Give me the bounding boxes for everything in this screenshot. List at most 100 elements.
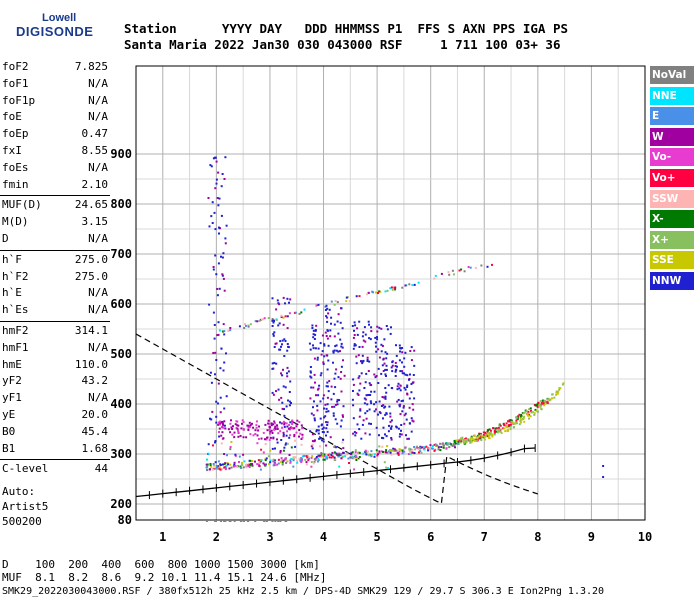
trace-point	[266, 429, 269, 432]
trace-point	[314, 329, 317, 331]
trace-point	[242, 466, 245, 469]
trace-point	[385, 435, 388, 438]
param-separator	[0, 321, 110, 322]
trace-point	[376, 454, 379, 457]
trace-point	[209, 164, 212, 167]
trace-point	[263, 520, 266, 522]
trace-point	[354, 454, 357, 457]
trace-point	[409, 451, 412, 454]
trace-point	[210, 418, 213, 421]
trace-point	[225, 464, 228, 467]
trace-point	[230, 466, 233, 469]
trace-point	[272, 393, 275, 396]
trace-point	[442, 444, 445, 447]
trace-point	[464, 441, 467, 444]
trace-point	[347, 457, 350, 460]
trace-point	[279, 520, 282, 522]
trace-point	[467, 266, 470, 268]
trace-point	[360, 360, 363, 363]
trace-point	[404, 412, 407, 415]
legend-item: SSW	[650, 189, 694, 208]
trace-point	[366, 356, 369, 359]
trace-point	[391, 360, 394, 363]
param-value: 43.2	[81, 374, 109, 388]
trace-point	[334, 300, 337, 302]
trace-point	[273, 422, 276, 425]
trace-point	[208, 303, 211, 306]
trace-point	[300, 461, 303, 463]
trace-point	[339, 350, 341, 353]
trace-point	[385, 391, 388, 394]
trace-point	[288, 436, 291, 439]
trace-point	[367, 320, 370, 323]
trace-point	[602, 465, 605, 467]
trace-point	[357, 354, 360, 357]
trace-point	[310, 386, 313, 389]
trace-point	[478, 435, 481, 438]
trace-point	[217, 402, 219, 405]
trace-point	[281, 401, 284, 404]
trace-point	[375, 401, 378, 404]
trace-point	[283, 423, 286, 426]
trace-point	[257, 459, 260, 462]
trace-point	[410, 430, 413, 433]
trace-point	[537, 401, 540, 404]
trace-point	[226, 462, 229, 464]
trace-point	[317, 457, 320, 460]
trace-point	[360, 372, 363, 375]
trace-point	[219, 396, 222, 399]
trace-point	[330, 316, 333, 319]
trace-point	[239, 465, 242, 468]
trace-point	[298, 312, 301, 315]
trace-point	[456, 442, 459, 445]
trace-point	[285, 422, 288, 425]
trace-point	[275, 362, 278, 365]
trace-point	[290, 446, 293, 449]
trace-point	[319, 437, 322, 440]
trace-point	[522, 416, 525, 419]
trace-point	[272, 460, 275, 463]
trace-point	[317, 429, 320, 432]
trace-point	[378, 450, 381, 453]
trace-point	[262, 431, 265, 434]
trace-point	[264, 423, 267, 426]
trace-point	[382, 451, 384, 453]
trace-point	[271, 520, 274, 522]
trace-point	[401, 449, 404, 452]
trace-point	[510, 419, 513, 422]
trace-point	[234, 423, 237, 426]
trace-point	[491, 435, 494, 438]
trace-point	[277, 324, 280, 327]
trace-point	[450, 443, 453, 446]
trace-point	[256, 420, 258, 423]
trace-point	[277, 388, 280, 391]
trace-point	[534, 408, 537, 411]
trace-point	[222, 369, 225, 372]
trace-point	[390, 438, 393, 441]
trace-point	[300, 443, 303, 446]
trace-point	[391, 387, 394, 390]
trace-point	[323, 458, 326, 461]
trace-point	[274, 520, 277, 522]
param-separator	[0, 459, 110, 461]
trace-point	[325, 457, 328, 460]
trace-point	[295, 423, 298, 425]
trace-point	[355, 362, 358, 365]
param-row: fmin 2.10	[2, 178, 108, 195]
trace-point	[505, 425, 508, 427]
trace-point	[362, 419, 365, 422]
trace-point	[393, 450, 396, 453]
trace-point	[330, 385, 333, 388]
plot-frame	[135, 65, 646, 521]
trace-point	[378, 434, 380, 437]
trace-point	[360, 437, 363, 440]
trace-point	[323, 407, 326, 410]
trace-point	[356, 327, 359, 330]
trace-point	[244, 323, 246, 326]
trace-point	[224, 462, 227, 465]
trace-point	[390, 425, 393, 428]
trace-point	[479, 434, 482, 437]
trace-point	[402, 399, 404, 402]
trace-point	[368, 382, 371, 385]
trace-point	[394, 370, 397, 373]
